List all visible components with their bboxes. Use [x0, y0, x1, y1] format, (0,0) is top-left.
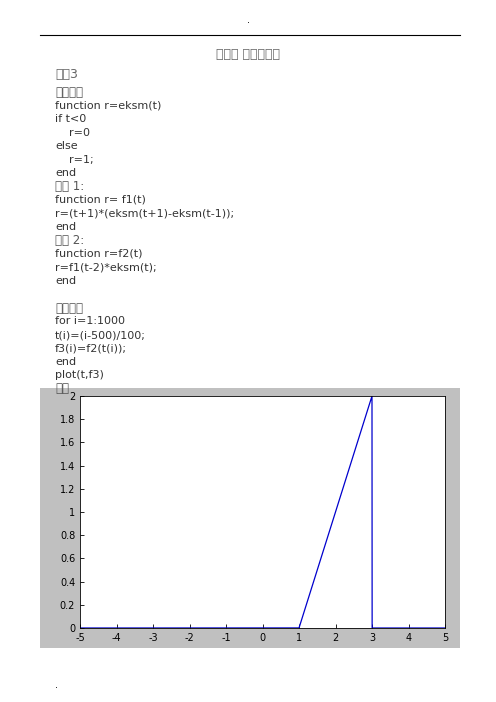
Text: r=0: r=0 — [55, 128, 90, 138]
Text: r=1;: r=1; — [55, 154, 94, 164]
Text: end: end — [55, 168, 76, 178]
Text: r=(t+1)*(eksm(t+1)-eksm(t-1));: r=(t+1)*(eksm(t+1)-eksm(t-1)); — [55, 208, 234, 218]
Text: if t<0: if t<0 — [55, 114, 86, 124]
Text: .: . — [55, 680, 58, 690]
Text: function r= f1(t): function r= f1(t) — [55, 195, 146, 205]
Text: end: end — [55, 222, 76, 232]
Text: for i=1:1000: for i=1:1000 — [55, 317, 125, 326]
Text: .: . — [247, 15, 249, 25]
Text: function r=f2(t): function r=f2(t) — [55, 249, 142, 259]
Text: 一、3: 一、3 — [55, 69, 78, 81]
Text: 定义阶跃: 定义阶跃 — [55, 86, 83, 98]
Text: 主程序：: 主程序： — [55, 301, 83, 314]
Text: 函数 2:: 函数 2: — [55, 234, 84, 247]
Bar — [40, 388, 460, 648]
Text: 图像: 图像 — [55, 383, 69, 395]
Text: plot(t,f3): plot(t,f3) — [55, 371, 104, 380]
Text: end: end — [55, 357, 76, 367]
Text: f3(i)=f2(t(i));: f3(i)=f2(t(i)); — [55, 343, 127, 354]
Text: function r=eksm(t): function r=eksm(t) — [55, 100, 161, 110]
Text: 实验二 信号的运算: 实验二 信号的运算 — [216, 48, 280, 62]
Text: r=f1(t-2)*eksm(t);: r=f1(t-2)*eksm(t); — [55, 263, 157, 272]
Text: end: end — [55, 276, 76, 286]
Text: 函数 1:: 函数 1: — [55, 180, 84, 193]
Text: else: else — [55, 141, 78, 151]
Text: t(i)=(i-500)/100;: t(i)=(i-500)/100; — [55, 330, 146, 340]
